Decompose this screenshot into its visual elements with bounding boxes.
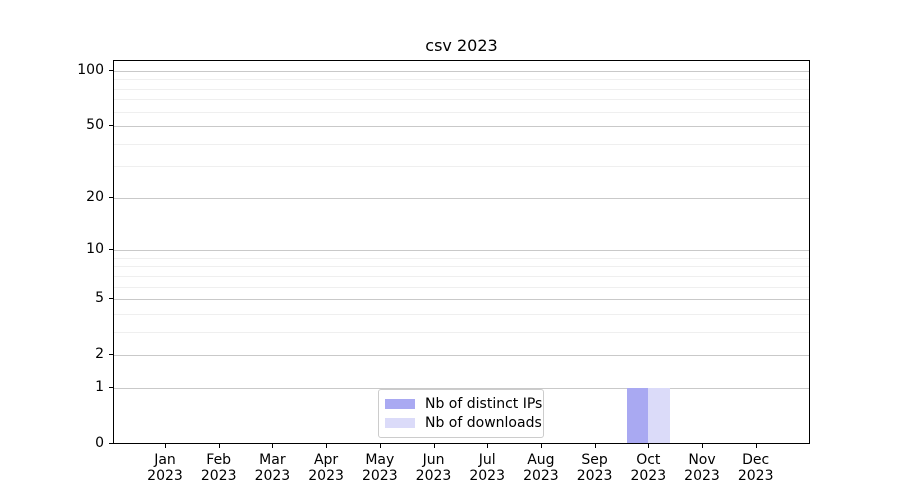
minor-gridline — [114, 99, 809, 101]
x-tick-mark — [379, 444, 381, 448]
y-tick-mark — [109, 69, 113, 71]
x-tick-label: May 2023 — [350, 452, 410, 484]
minor-gridline — [114, 331, 809, 333]
legend-swatch — [385, 399, 415, 410]
major-gridline — [114, 126, 809, 128]
y-tick-label: 1 — [95, 379, 104, 395]
y-tick-mark — [109, 125, 113, 127]
x-tick-label: Sep 2023 — [565, 452, 625, 484]
x-tick-year: 2023 — [737, 468, 774, 484]
legend-entry: Nb of distinct IPs — [385, 395, 543, 414]
legend-label: Nb of downloads — [425, 414, 542, 431]
x-tick-mark — [218, 444, 220, 448]
bar — [626, 388, 649, 443]
major-gridline — [114, 299, 809, 301]
y-tick-mark — [109, 298, 113, 300]
minor-gridline — [114, 166, 809, 168]
minor-gridline — [114, 286, 809, 288]
x-tick-label: Jul 2023 — [457, 452, 517, 484]
x-tick-month: Nov — [688, 452, 716, 468]
x-tick-month: May — [365, 452, 395, 468]
legend-swatch — [385, 417, 415, 428]
major-gridline — [114, 70, 809, 72]
minor-gridline — [114, 79, 809, 81]
x-tick-year: 2023 — [415, 468, 452, 484]
x-tick-year: 2023 — [254, 468, 291, 484]
y-tick-mark — [109, 443, 113, 444]
y-tick-label: 5 — [95, 290, 104, 307]
x-tick-mark — [487, 444, 489, 448]
plot-area: Nb of distinct IPs Nb of downloads — [113, 60, 810, 444]
x-tick-month: Oct — [636, 452, 661, 468]
y-tick-mark — [109, 249, 113, 251]
y-tick-mark — [109, 387, 113, 388]
x-tick-label: Oct 2023 — [618, 452, 678, 484]
x-tick-year: 2023 — [308, 468, 344, 484]
x-tick-year: 2023 — [469, 468, 505, 484]
x-tick-month: Jun — [422, 452, 445, 468]
x-tick-mark — [433, 444, 435, 448]
minor-gridline — [114, 111, 809, 113]
x-tick-mark — [165, 444, 166, 448]
x-tick-year: 2023 — [147, 468, 183, 484]
x-tick-label: Mar 2023 — [242, 452, 302, 484]
x-tick-mark — [540, 444, 542, 448]
major-gridline — [114, 197, 809, 199]
x-tick-month: Sep — [581, 452, 608, 468]
x-tick-year: 2023 — [523, 468, 559, 484]
x-tick-label: Jun 2023 — [404, 452, 464, 484]
bar — [648, 388, 670, 443]
y-tick-mark — [109, 354, 113, 356]
x-tick-mark — [326, 444, 328, 448]
y-tick-label: 2 — [95, 346, 104, 363]
x-tick-label: Feb 2023 — [189, 452, 249, 484]
y-tick-label: 20 — [86, 188, 104, 205]
x-tick-mark — [594, 444, 596, 448]
minor-gridline — [114, 88, 809, 90]
x-tick-label: Aug 2023 — [511, 452, 571, 484]
x-tick-mark — [702, 444, 703, 448]
x-tick-year: 2023 — [630, 468, 667, 484]
x-tick-year: 2023 — [684, 468, 720, 484]
minor-gridline — [114, 266, 809, 268]
x-tick-month: Mar — [259, 452, 286, 468]
x-tick-month: Aug — [527, 452, 555, 468]
x-tick-label: Dec 2023 — [726, 452, 786, 484]
legend-label: Nb of distinct IPs — [425, 396, 543, 413]
legend-entry: Nb of downloads — [385, 414, 542, 433]
major-gridline — [114, 355, 809, 357]
x-tick-month: Apr — [313, 452, 339, 468]
x-tick-year: 2023 — [361, 468, 398, 484]
chart-title: csv 2023 — [425, 36, 498, 55]
x-tick-label: Jan 2023 — [135, 452, 195, 484]
minor-gridline — [114, 257, 809, 259]
x-tick-label: Nov 2023 — [672, 452, 732, 484]
x-tick-month: Jul — [478, 452, 496, 468]
y-tick-mark — [109, 196, 113, 198]
minor-gridline — [114, 143, 809, 145]
y-tick-label: 100 — [77, 61, 104, 78]
y-tick-label: 50 — [86, 117, 104, 134]
x-tick-mark — [272, 444, 274, 448]
x-tick-year: 2023 — [576, 468, 613, 484]
minor-gridline — [114, 275, 809, 277]
x-tick-month: Dec — [742, 452, 770, 468]
major-gridline — [114, 388, 809, 389]
x-tick-year: 2023 — [200, 468, 237, 484]
x-tick-month: Jan — [154, 452, 176, 468]
x-tick-mark — [648, 444, 650, 448]
major-gridline — [114, 250, 809, 252]
y-tick-label: 0 — [95, 435, 104, 451]
y-tick-label: 10 — [86, 241, 104, 258]
x-tick-mark — [755, 444, 757, 448]
minor-gridline — [114, 313, 809, 315]
x-tick-month: Feb — [206, 452, 232, 468]
x-tick-label: Apr 2023 — [296, 452, 356, 484]
legend: Nb of distinct IPs Nb of downloads — [378, 389, 544, 438]
